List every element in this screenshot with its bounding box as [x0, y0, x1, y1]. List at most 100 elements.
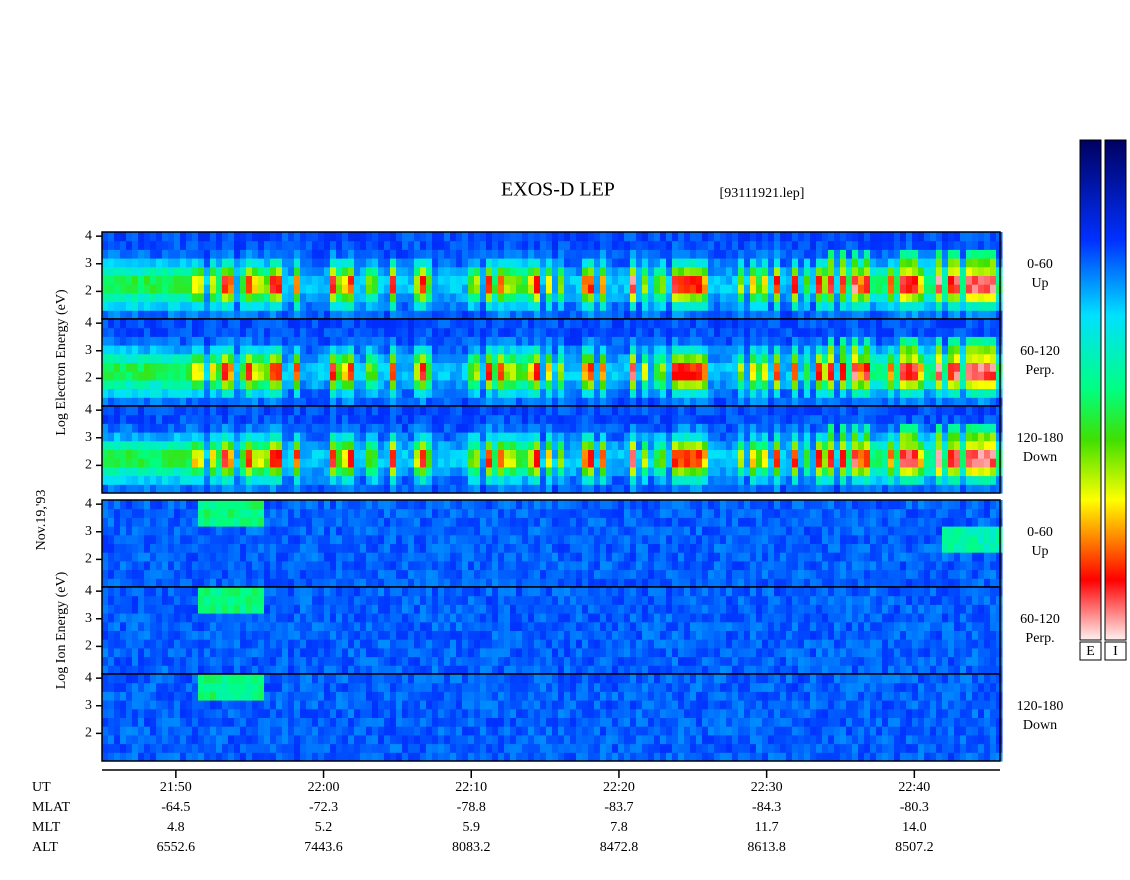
spectrogram-cell	[228, 517, 235, 526]
spectrogram-cell	[912, 345, 919, 354]
spectrogram-cell	[240, 241, 247, 250]
spectrogram-cell	[510, 310, 517, 319]
spectrogram-cell	[636, 450, 643, 459]
spectrogram-cell	[786, 380, 793, 389]
spectrogram-cell	[354, 484, 361, 493]
spectrogram-cell	[126, 336, 133, 345]
spectrogram-cell	[174, 484, 181, 493]
spectrogram-cell	[894, 371, 901, 380]
spectrogram-cell	[552, 267, 559, 276]
spectrogram-cell	[666, 389, 673, 398]
spectrogram-cell	[882, 397, 889, 406]
spectrogram-cell	[912, 371, 919, 380]
spectrogram-cell	[492, 458, 499, 467]
spectrogram-cell	[492, 267, 499, 276]
spectrogram-cell	[288, 267, 295, 276]
spectrogram-cell	[504, 293, 511, 302]
spectrogram-cell	[978, 458, 985, 467]
spectrogram-cell	[312, 570, 319, 579]
spectrogram-cell	[252, 319, 259, 328]
spectrogram-cell	[558, 354, 565, 363]
spectrogram-cell	[246, 535, 253, 544]
spectrogram-cell	[762, 232, 769, 241]
spectrogram-cell	[102, 476, 109, 485]
spectrogram-cell	[276, 484, 283, 493]
spectrogram-cell	[534, 354, 541, 363]
spectrogram-cell	[666, 380, 673, 389]
spectrogram-cell	[810, 397, 817, 406]
spectrogram-cell	[588, 467, 595, 476]
spectrogram-cell	[342, 467, 349, 476]
spectrogram-cell	[942, 406, 949, 415]
spectrogram-cell	[138, 432, 145, 441]
spectrogram-cell	[474, 319, 481, 328]
spectrogram-cell	[612, 450, 619, 459]
spectrogram-cell	[486, 458, 493, 467]
spectrogram-cell	[552, 258, 559, 267]
spectrogram-cell	[810, 406, 817, 415]
spectrogram-cell	[858, 484, 865, 493]
spectrogram-cell	[468, 406, 475, 415]
spectrogram-texture	[102, 500, 1003, 588]
spectrogram-cell	[528, 241, 535, 250]
spectrogram-cell	[168, 467, 175, 476]
spectrogram-cell	[660, 458, 667, 467]
spectrogram-cell	[300, 406, 307, 415]
spectrogram-cell	[306, 552, 313, 561]
spectrogram-cell	[648, 476, 655, 485]
spectrogram-cell	[156, 249, 163, 258]
spectrogram-cell	[342, 249, 349, 258]
spectrogram-cell	[816, 241, 823, 250]
spectrogram-cell	[330, 267, 337, 276]
spectrogram-cell	[450, 345, 457, 354]
spectrogram-cell	[882, 389, 889, 398]
spectrogram-cell	[264, 458, 271, 467]
spectrogram-cell	[192, 578, 199, 587]
spectrogram-cell	[552, 406, 559, 415]
spectrogram-cell	[300, 544, 307, 553]
spectrogram-cell	[672, 249, 679, 258]
spectrogram-cell	[858, 415, 865, 424]
spectrogram-cell	[612, 258, 619, 267]
spectrogram-cell	[342, 232, 349, 241]
spectrogram-cell	[342, 578, 349, 587]
spectrogram-cell	[276, 293, 283, 302]
spectrogram-cell	[480, 345, 487, 354]
spectrogram-cell	[714, 232, 721, 241]
spectrogram-cell	[936, 397, 943, 406]
spectrogram-cell	[216, 293, 223, 302]
spectrogram-cell	[390, 302, 397, 311]
spectrogram-cell	[756, 310, 763, 319]
spectrogram-cell	[384, 310, 391, 319]
spectrogram-cell	[750, 458, 757, 467]
spectrogram-cell	[102, 389, 109, 398]
spectrogram-cell	[456, 241, 463, 250]
spectrogram-cell	[114, 241, 121, 250]
spectrogram-cell	[408, 267, 415, 276]
spectrogram-cell	[252, 380, 259, 389]
spectrogram-cell	[210, 450, 217, 459]
spectrogram-cell	[768, 258, 775, 267]
spectrogram-cell	[186, 249, 193, 258]
spectrogram-cell	[552, 354, 559, 363]
spectrogram-cell	[288, 458, 295, 467]
spectrogram-cell	[252, 267, 259, 276]
spectrogram-cell	[684, 310, 691, 319]
spectrogram-cell	[684, 319, 691, 328]
spectrogram-cell	[102, 397, 109, 406]
spectrogram-cell	[144, 328, 151, 337]
spectrogram-cell	[432, 336, 439, 345]
spectrogram-cell	[792, 389, 799, 398]
spectrogram-cell	[336, 319, 343, 328]
spectrogram-cell	[516, 336, 523, 345]
spectrogram-cell	[234, 476, 241, 485]
spectrogram-cell	[642, 267, 649, 276]
spectrogram-cell	[618, 328, 625, 337]
spectrogram-cell	[570, 467, 577, 476]
spectrogram-cell	[972, 267, 979, 276]
spectrogram-cell	[114, 526, 121, 535]
spectrogram-cell	[756, 319, 763, 328]
spectrogram-cell	[702, 336, 709, 345]
spectrogram-cell	[936, 276, 943, 285]
spectrogram-cell	[336, 258, 343, 267]
